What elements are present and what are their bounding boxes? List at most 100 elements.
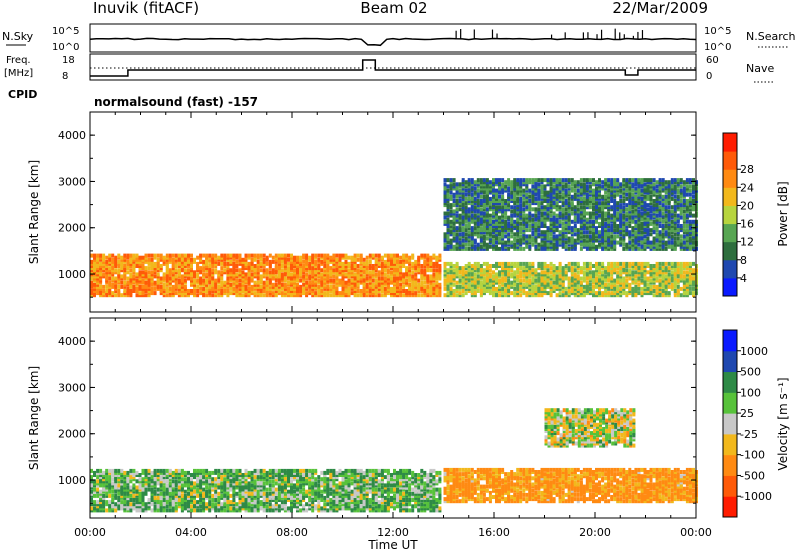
echo-cell xyxy=(492,274,495,279)
echo-cell xyxy=(513,261,517,266)
echo-cell xyxy=(296,264,299,268)
echo-cell xyxy=(320,268,324,273)
echo-cell xyxy=(543,264,547,268)
echo-cell xyxy=(534,209,538,214)
echo-cell xyxy=(296,282,299,287)
echo-cell xyxy=(522,209,526,214)
echo-cell xyxy=(359,257,363,262)
echo-cell xyxy=(332,280,336,285)
echo-cell xyxy=(135,282,139,287)
echo-cell xyxy=(625,278,629,283)
echo-cell xyxy=(622,213,626,218)
echo-cell xyxy=(610,219,614,224)
echo-cell xyxy=(604,291,608,296)
echo-cell xyxy=(443,196,447,201)
echo-cell xyxy=(314,278,318,283)
echo-cell xyxy=(159,280,163,285)
echo-cell xyxy=(549,192,553,197)
echo-cell xyxy=(449,230,453,235)
echo-cell xyxy=(649,264,653,268)
echo-cell xyxy=(314,272,318,277)
echo-cell xyxy=(180,274,184,279)
echo-cell xyxy=(498,217,501,222)
echo-cell xyxy=(682,276,686,281)
echo-cell xyxy=(308,280,312,285)
echo-cell xyxy=(592,278,595,283)
echo-cell xyxy=(540,266,544,271)
echo-cell xyxy=(214,255,218,260)
echo-cell xyxy=(492,213,495,218)
echo-cell xyxy=(546,232,550,237)
echo-cell xyxy=(564,272,568,277)
echo-cell xyxy=(652,284,656,289)
echo-cell xyxy=(604,205,608,210)
echo-cell xyxy=(396,289,399,293)
echo-cell xyxy=(247,286,251,291)
echo-cell xyxy=(193,284,196,289)
echo-cell xyxy=(582,224,586,228)
echo-cell xyxy=(476,276,480,281)
echo-cell xyxy=(129,253,133,258)
noise-search-spikes xyxy=(455,28,644,39)
echo-cell xyxy=(492,221,495,226)
echo-cell xyxy=(555,276,559,281)
echo-cell xyxy=(470,207,474,212)
echo-cell xyxy=(658,278,662,283)
echo-cell xyxy=(619,291,623,296)
echo-cell xyxy=(114,282,118,287)
echo-cell xyxy=(634,230,638,235)
echo-cell xyxy=(323,272,327,277)
echo-cell xyxy=(576,192,580,197)
echo-cell xyxy=(390,257,393,262)
echo-cell xyxy=(588,286,592,291)
echo-cell xyxy=(411,274,415,279)
echo-cell xyxy=(670,276,674,281)
echo-cell xyxy=(241,270,245,275)
echo-cell xyxy=(455,186,459,191)
echo-cell xyxy=(543,232,547,237)
echo-cell xyxy=(458,201,462,206)
echo-cell xyxy=(476,230,480,235)
echo-cell xyxy=(390,264,393,268)
echo-cell xyxy=(688,278,692,283)
echo-cell xyxy=(528,203,532,208)
echo-cell xyxy=(582,230,586,235)
echo-cell xyxy=(93,255,96,260)
echo-cell xyxy=(96,284,100,289)
echo-cell xyxy=(549,188,553,193)
echo-cell xyxy=(528,246,532,251)
echo-cell xyxy=(473,238,477,243)
echo-cell xyxy=(622,205,626,210)
echo-cell xyxy=(408,289,412,293)
echo-cell xyxy=(308,289,312,293)
echo-cell xyxy=(341,276,345,281)
echo-cell xyxy=(555,244,559,249)
echo-cell xyxy=(655,180,659,185)
echo-cell xyxy=(180,278,184,283)
echo-cell xyxy=(595,211,598,216)
echo-cell xyxy=(226,255,230,260)
echo-cell xyxy=(495,219,498,224)
echo-cell xyxy=(501,276,505,281)
echo-cell xyxy=(534,272,538,277)
echo-cell xyxy=(588,180,592,185)
echo-cell xyxy=(202,280,206,285)
echo-cell xyxy=(513,180,517,185)
echo-cell xyxy=(522,194,526,199)
echo-cell xyxy=(123,253,127,258)
echo-cell xyxy=(135,264,139,268)
echo-cell xyxy=(359,253,363,258)
echo-cell xyxy=(123,276,127,281)
echo-cell xyxy=(362,264,366,268)
echo-cell xyxy=(531,217,535,222)
echo-cell xyxy=(371,291,375,296)
echo-cell xyxy=(344,266,348,271)
echo-cell xyxy=(507,234,511,239)
echo-cell xyxy=(277,253,281,258)
echo-cell xyxy=(488,184,492,189)
echo-cell xyxy=(582,196,586,201)
echo-cell xyxy=(561,178,565,183)
echo-cell xyxy=(534,230,538,235)
echo-cell xyxy=(492,178,495,183)
echo-cell xyxy=(576,293,580,298)
